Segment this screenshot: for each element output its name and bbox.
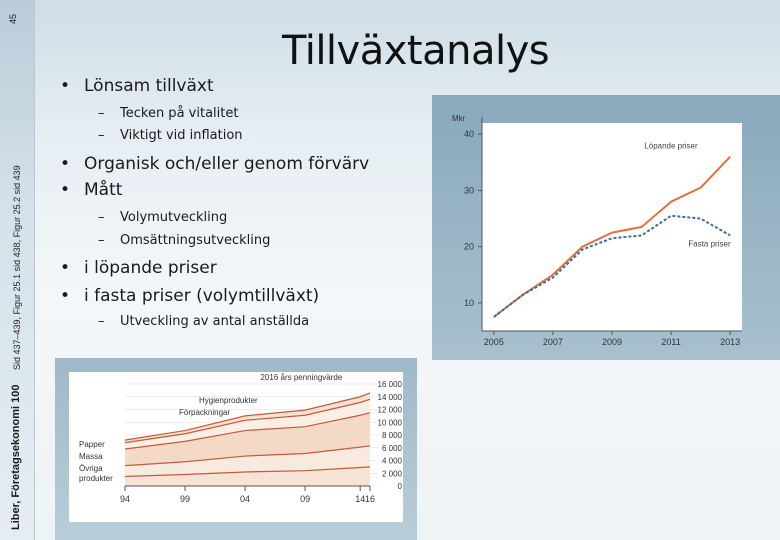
series-label-fasta-priser: Fasta priser xyxy=(688,240,731,249)
y-tick-label: 2 000 xyxy=(382,469,403,478)
bullet-text: Viktigt vid inflation xyxy=(120,128,243,143)
revenue-line-chart-svg: Mkr 10 20 30 40 2005 2007 2009 2011 2013 Löpande p… xyxy=(452,114,742,347)
x-tick-label: 94 xyxy=(120,494,130,504)
sub-bullet-item: – Tecken på vitalitet xyxy=(98,106,239,121)
bullet-item: • Organisk och/eller genom förvärv xyxy=(60,154,370,174)
y-tick-label: 20 xyxy=(464,242,474,252)
x-tick-label: 04 xyxy=(240,494,250,504)
bullet-item: • i löpande priser xyxy=(60,258,217,278)
chart-title: 2016 års penningvärde xyxy=(260,373,342,382)
bullet-text: i löpande priser xyxy=(84,258,217,278)
industry-area-chart: 2016 års penningvärde 0 2 000 4 000 6 000 8 0… xyxy=(55,358,417,540)
series-label-lopande-priser: Löpande priser xyxy=(644,141,698,150)
series-label-massa: Massa xyxy=(79,452,103,461)
sub-bullet-item: – Volymutveckling xyxy=(98,210,228,225)
bullet-text: Utveckling av antal anställda xyxy=(120,314,310,329)
area-boundary-line xyxy=(124,412,371,450)
area-boundary-line xyxy=(124,392,371,441)
y-tick-label: 12 000 xyxy=(378,406,403,415)
x-tick-label: 14 xyxy=(355,494,365,504)
bullet-text: Lönsam tillväxt xyxy=(84,76,214,96)
y-axis-label: Mkr xyxy=(452,114,466,123)
y-tick-label: 40 xyxy=(464,129,474,139)
y-tick-label: 14 000 xyxy=(378,393,403,402)
area-band xyxy=(125,392,370,443)
sub-bullet-item: – Omsättningsutveckling xyxy=(98,233,271,248)
bullet-item: • i fasta priser (volymtillväxt) xyxy=(60,286,320,306)
x-tick-label: 2005 xyxy=(484,337,504,347)
area-band xyxy=(125,412,370,466)
y-tick-label: 10 xyxy=(464,298,474,308)
y-tick-label: 4 000 xyxy=(382,457,403,466)
bullet-text: Volymutveckling xyxy=(120,210,228,225)
y-tick-label: 30 xyxy=(464,185,474,195)
x-tick-label: 2009 xyxy=(602,337,622,347)
side-strip: 45 Sid 437–439, Figur 25.1 sid 438, Figu… xyxy=(0,0,35,540)
plot-background xyxy=(482,123,742,331)
x-tick-label: 99 xyxy=(180,494,190,504)
slide-title: Tillväxtanalys xyxy=(282,28,550,74)
series-label-ovriga-produkter: Övriga produkter xyxy=(79,464,113,483)
x-tick-label: 2011 xyxy=(661,337,680,347)
x-tick-label: 2007 xyxy=(543,337,563,347)
y-tick-label: 8 000 xyxy=(382,431,403,440)
area-boundary-line xyxy=(124,445,371,467)
series-label-hygienprodukter: Hygienprodukter xyxy=(199,396,258,405)
y-tick-label: 6 000 xyxy=(382,444,403,453)
revenue-line-chart: Mkr 10 20 30 40 2005 2007 2009 2011 2013 Löpande p… xyxy=(432,95,780,360)
y-tick-label: 16 000 xyxy=(378,380,403,389)
y-tick-label: 0 xyxy=(398,482,403,491)
sub-bullet-item: – Viktigt vid inflation xyxy=(98,128,243,143)
area-band xyxy=(125,466,370,486)
bullet-text: i fasta priser (volymtillväxt) xyxy=(84,286,320,306)
bullet-text: Tecken på vitalitet xyxy=(120,106,239,121)
sub-bullet-item: – Utveckling av antal anställda xyxy=(98,314,310,329)
brand-label: Liber, Företagsekonomi 100 xyxy=(10,384,22,531)
series-label-forpackningar: Förpackningar xyxy=(179,408,230,417)
area-boundary-line xyxy=(124,398,371,444)
series-label-papper: Papper xyxy=(79,440,105,449)
bullet-text: Omsättningsutveckling xyxy=(120,233,271,248)
area-boundary-line xyxy=(124,466,371,478)
bullet-item: • Mått xyxy=(60,180,123,200)
page-number: 45 xyxy=(8,13,18,24)
area-band xyxy=(125,399,370,450)
x-tick-label: 09 xyxy=(300,494,310,504)
bullet-text: Organisk och/eller genom förvärv xyxy=(84,154,370,174)
x-tick-label: 2013 xyxy=(720,337,740,347)
y-tick-label: 10 000 xyxy=(378,418,403,427)
source-reference: Sid 437–439, Figur 25.1 sid 438, Figur 2… xyxy=(12,165,22,370)
series-line-lopande-priser xyxy=(493,156,731,318)
industry-area-chart-svg: 2016 års penningvärde 0 2 000 4 000 6 000 8 0… xyxy=(69,372,403,522)
bullet-text: Mått xyxy=(84,180,123,200)
bullet-item: • Lönsam tillväxt xyxy=(60,76,214,96)
x-tick-label: 16 xyxy=(365,494,375,504)
